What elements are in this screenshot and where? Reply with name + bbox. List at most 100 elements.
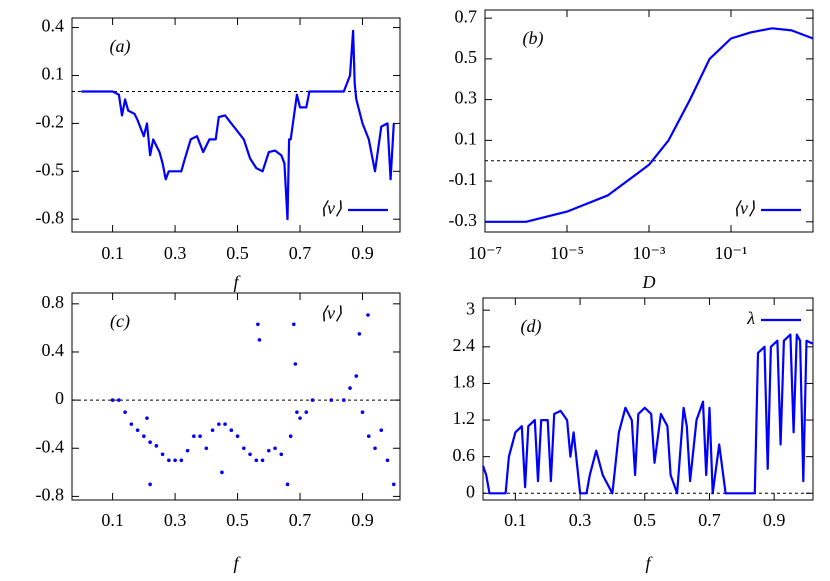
data-point: [329, 398, 334, 402]
data-point: [273, 446, 277, 451]
data-point: [293, 362, 298, 366]
y-tick-label: -0.8: [36, 207, 65, 227]
panel-label: (a): [110, 36, 131, 57]
x-tick-label: 0.3: [569, 510, 592, 530]
data-point: [117, 398, 121, 402]
data-point: [379, 428, 384, 432]
x-tick-label: 0.9: [351, 243, 374, 263]
data-point: [110, 398, 115, 402]
data-point: [256, 322, 260, 327]
data-point: [298, 416, 302, 420]
x-tick-label: 0.1: [504, 510, 527, 530]
x-tick-label: 10⁻³: [633, 243, 667, 263]
x-tick-label: 0.5: [634, 510, 657, 530]
data-point: [304, 410, 309, 414]
x-axis-label: f: [645, 553, 653, 573]
y-tick-label: -0.2: [36, 112, 65, 132]
panel-label: (c): [110, 311, 130, 332]
legend-label: ⟨v⟩: [320, 198, 342, 218]
y-tick-label: 0: [466, 481, 475, 501]
y-tick-label: 0.5: [455, 47, 478, 67]
x-tick-label: 0.5: [226, 243, 249, 263]
data-point: [148, 482, 152, 487]
legend-label: λ: [746, 308, 755, 328]
x-tick-label: 0.7: [698, 510, 721, 530]
x-tick-label: 0.3: [164, 243, 187, 263]
x-axis-label: f: [233, 553, 241, 573]
y-tick-label: -0.1: [449, 169, 478, 189]
y-tick-label: -0.4: [36, 436, 65, 456]
data-point: [267, 448, 271, 453]
x-tick-label: 10⁻⁵: [550, 243, 584, 263]
data-point: [285, 482, 290, 487]
y-tick-label: -0.3: [449, 210, 478, 230]
x-axis-label: f: [233, 272, 241, 292]
data-point: [148, 440, 152, 445]
data-point: [366, 434, 371, 439]
plot-frame: [71, 292, 401, 501]
data-point: [185, 448, 190, 453]
x-tick-label: 0.1: [101, 243, 124, 263]
data-point: [310, 398, 315, 402]
data-point: [360, 410, 365, 414]
data-point: [385, 458, 390, 463]
panel-label: (d): [521, 316, 542, 337]
data-point: [179, 458, 184, 463]
data-point: [257, 338, 262, 342]
data-point: [229, 428, 234, 432]
data-point: [348, 386, 352, 390]
data-point: [291, 322, 296, 327]
data-point: [145, 416, 149, 420]
data-point: [173, 458, 177, 463]
data-point: [192, 434, 196, 439]
data-point: [391, 482, 396, 487]
data-line: [485, 27, 814, 223]
data-point: [288, 434, 293, 439]
x-tick-label: 0.9: [351, 510, 374, 530]
data-point: [248, 452, 252, 457]
x-tick-label: 0.3: [164, 510, 187, 530]
data-point: [135, 428, 140, 432]
data-point: [279, 452, 284, 457]
y-tick-label: -0.5: [36, 159, 65, 179]
y-tick-label: 1.8: [453, 372, 476, 392]
legend-label: ⟨v⟩: [320, 303, 342, 323]
y-tick-label: 0.6: [453, 445, 476, 465]
data-point: [123, 410, 127, 414]
data-point: [142, 434, 146, 439]
data-point: [254, 458, 259, 463]
data-point: [220, 470, 224, 475]
x-tick-label: 0.9: [763, 510, 786, 530]
y-tick-label: 3: [466, 298, 475, 318]
data-line: [481, 333, 814, 495]
panel-label: (b): [523, 28, 544, 49]
y-tick-label: 0.4: [42, 16, 65, 36]
y-tick-label: 0.1: [42, 64, 65, 84]
data-point: [357, 332, 362, 336]
y-tick-label: 2.4: [453, 335, 476, 355]
y-tick-label: 1.2: [453, 408, 476, 428]
x-tick-label: 0.7: [289, 243, 312, 263]
data-point: [373, 446, 377, 451]
data-point: [354, 374, 359, 378]
y-tick-label: 0.8: [42, 292, 65, 312]
data-point: [223, 422, 227, 426]
y-tick-label: 0.3: [455, 88, 478, 108]
data-point: [341, 398, 346, 402]
data-point: [295, 410, 299, 414]
y-tick-label: 0.7: [455, 6, 478, 26]
data-point: [235, 434, 240, 439]
data-point: [129, 422, 134, 426]
data-point: [198, 434, 202, 439]
x-tick-label: 0.5: [226, 510, 249, 530]
data-point: [204, 446, 209, 451]
x-axis-label: D: [642, 272, 656, 292]
data-point: [167, 458, 171, 463]
plot-frame: [482, 297, 814, 501]
plot-frame: [71, 17, 401, 233]
data-point: [160, 452, 165, 457]
data-point: [242, 446, 246, 451]
x-tick-label: 10⁻¹: [715, 243, 748, 263]
data-point: [217, 422, 221, 426]
